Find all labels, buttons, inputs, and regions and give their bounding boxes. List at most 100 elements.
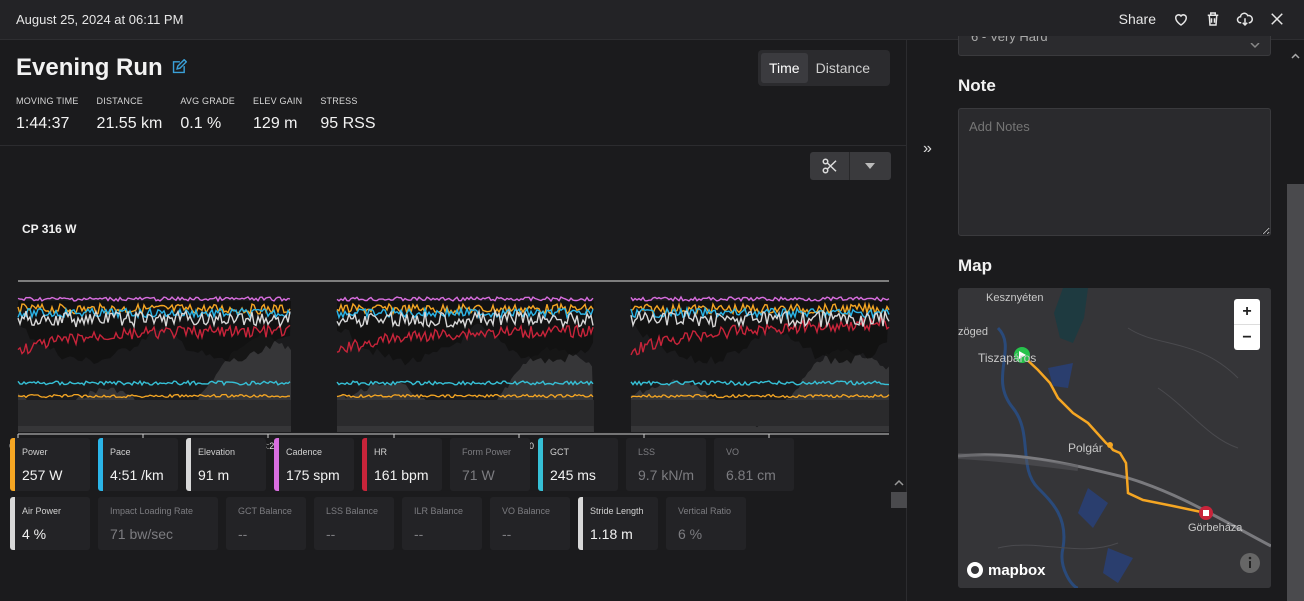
metric-card[interactable]: LSS 9.7 kN/m: [626, 438, 706, 491]
metric-card[interactable]: GCT 245 ms: [538, 438, 618, 491]
metric-color-bar: [362, 438, 367, 491]
chevron-up-icon[interactable]: [1291, 46, 1300, 64]
share-button[interactable]: Share: [1118, 11, 1156, 27]
metric-card[interactable]: Power 257 W: [10, 438, 90, 491]
edit-icon[interactable]: [170, 58, 188, 81]
metric-value: 1.18 m: [590, 526, 633, 542]
zoom-control: + −: [1234, 299, 1260, 350]
mapbox-text: mapbox: [988, 561, 1046, 579]
stat-value: 1:44:37: [16, 115, 70, 132]
series-line-stride-length: [630, 309, 890, 329]
metric-card[interactable]: Vertical Ratio 6 %: [666, 497, 746, 550]
metrics-scroll-thumb[interactable]: [891, 492, 907, 508]
metric-card[interactable]: Form Power 71 W: [450, 438, 530, 491]
metric-value: 175 spm: [286, 467, 340, 483]
metric-card[interactable]: Cadence 175 spm: [274, 438, 354, 491]
metric-card[interactable]: Pace 4:51 /km: [98, 438, 178, 491]
info-icon[interactable]: [1239, 552, 1261, 579]
metric-value: 161 bpm: [374, 467, 429, 483]
view-toggle: Time Distance: [758, 50, 890, 86]
rpe-select-value: 6 - Very Hard: [971, 36, 1048, 44]
chevron-down-icon[interactable]: [850, 152, 890, 180]
metric-card[interactable]: ILR Balance --: [402, 497, 482, 550]
activity-date: August 25, 2024 at 06:11 PM: [16, 12, 184, 27]
metric-value: 6 %: [678, 526, 703, 542]
stat-label: STRESS: [320, 96, 358, 106]
metric-value: 245 ms: [550, 467, 596, 483]
expand-icon[interactable]: »: [923, 140, 932, 157]
route-map[interactable]: Kesznyéten zöged Tiszapáros Polgár Görbe…: [958, 288, 1271, 588]
metric-value: 91 m: [198, 467, 230, 483]
heart-icon[interactable]: [1172, 10, 1190, 28]
metric-label: Air Power: [22, 506, 62, 516]
x-tick-label: 33:20: [257, 441, 280, 451]
metric-card[interactable]: Elevation 91 m: [186, 438, 266, 491]
close-icon[interactable]: [1268, 10, 1286, 28]
map-place-label: Polgár: [1068, 441, 1103, 455]
series-line-power: [336, 302, 594, 316]
mapbox-logo: mapbox: [966, 561, 1046, 579]
stat-item: MOVING TIME 1:44:37: [16, 96, 79, 133]
metric-label: LSS Balance: [326, 506, 379, 516]
metric-label: Impact Loading Rate: [110, 506, 194, 516]
map-place-label: Görbeháza: [1188, 522, 1243, 534]
zoom-out-button[interactable]: −: [1242, 328, 1252, 346]
stat-value: 21.55 km: [96, 115, 163, 132]
map-place-label: Kesznyéten: [986, 292, 1044, 304]
divider: [0, 145, 907, 146]
series-line-power: [17, 302, 291, 316]
metric-card[interactable]: HR 161 bpm: [362, 438, 442, 491]
metric-label: VO: [726, 447, 740, 457]
header-actions: Share: [1119, 10, 1286, 28]
metric-color-bar: [98, 438, 103, 491]
metric-color-bar: [10, 438, 15, 491]
time-toggle-button[interactable]: Time: [761, 53, 808, 83]
stat-item: ELEV GAIN 129 m: [253, 96, 302, 133]
zoom-in-button[interactable]: +: [1242, 302, 1252, 320]
overview-area: [337, 400, 594, 426]
metric-label: LSS: [638, 447, 656, 457]
metric-card[interactable]: Impact Loading Rate 71 bw/sec: [98, 497, 218, 550]
metric-card[interactable]: Air Power 4 %: [10, 497, 90, 550]
metric-label: Power: [22, 447, 48, 457]
series-line-pace: [336, 306, 594, 320]
series-line-gct: [336, 380, 594, 386]
series-line-stride-length: [336, 308, 594, 329]
series-line-cadence: [630, 295, 890, 303]
series-line-gct: [630, 380, 890, 387]
series-line-hr: [630, 316, 890, 356]
chevron-up-icon[interactable]: [891, 476, 907, 516]
series-line-hr: [336, 323, 594, 354]
trash-icon[interactable]: [1204, 10, 1222, 28]
rpe-select[interactable]: 6 - Very Hard: [958, 36, 1271, 56]
metric-card[interactable]: Stride Length 1.18 m: [578, 497, 658, 550]
chart-tools: [810, 152, 891, 180]
stat-label: ELEV GAIN: [253, 96, 303, 106]
metric-label: GCT Balance: [238, 506, 292, 516]
metric-card[interactable]: GCT Balance --: [226, 497, 306, 550]
mapbox-icon: [967, 562, 983, 578]
note-title: Note: [958, 76, 996, 95]
map-background: [958, 288, 1271, 588]
series-line-hr: [17, 323, 291, 355]
activity-chart[interactable]: 0:0016:4033:2050:001:06:401:23:201:40:00: [0, 210, 907, 465]
map-title: Map: [958, 256, 992, 275]
metric-value: --: [502, 526, 512, 542]
metric-color-bar: [578, 497, 583, 550]
metric-card[interactable]: VO 6.81 cm: [714, 438, 794, 491]
notes-input[interactable]: [958, 108, 1271, 236]
scissors-icon[interactable]: [810, 152, 850, 180]
scroll-thumb[interactable]: [1287, 184, 1304, 601]
stat-value: 0.1 %: [180, 115, 222, 132]
stat-value: 129 m: [253, 115, 298, 132]
metric-card[interactable]: LSS Balance --: [314, 497, 394, 550]
stat-item: AVG GRADE 0.1 %: [180, 96, 235, 133]
metric-value: --: [238, 526, 248, 542]
overview-power-line: [17, 393, 291, 399]
stat-label: DISTANCE: [96, 96, 143, 106]
sidebar-scrollbar[interactable]: [1287, 40, 1304, 601]
metric-card[interactable]: VO Balance --: [490, 497, 570, 550]
metric-value: 71 bw/sec: [110, 526, 174, 542]
cloud-download-icon[interactable]: [1236, 10, 1254, 28]
distance-toggle-button[interactable]: Distance: [815, 60, 871, 76]
